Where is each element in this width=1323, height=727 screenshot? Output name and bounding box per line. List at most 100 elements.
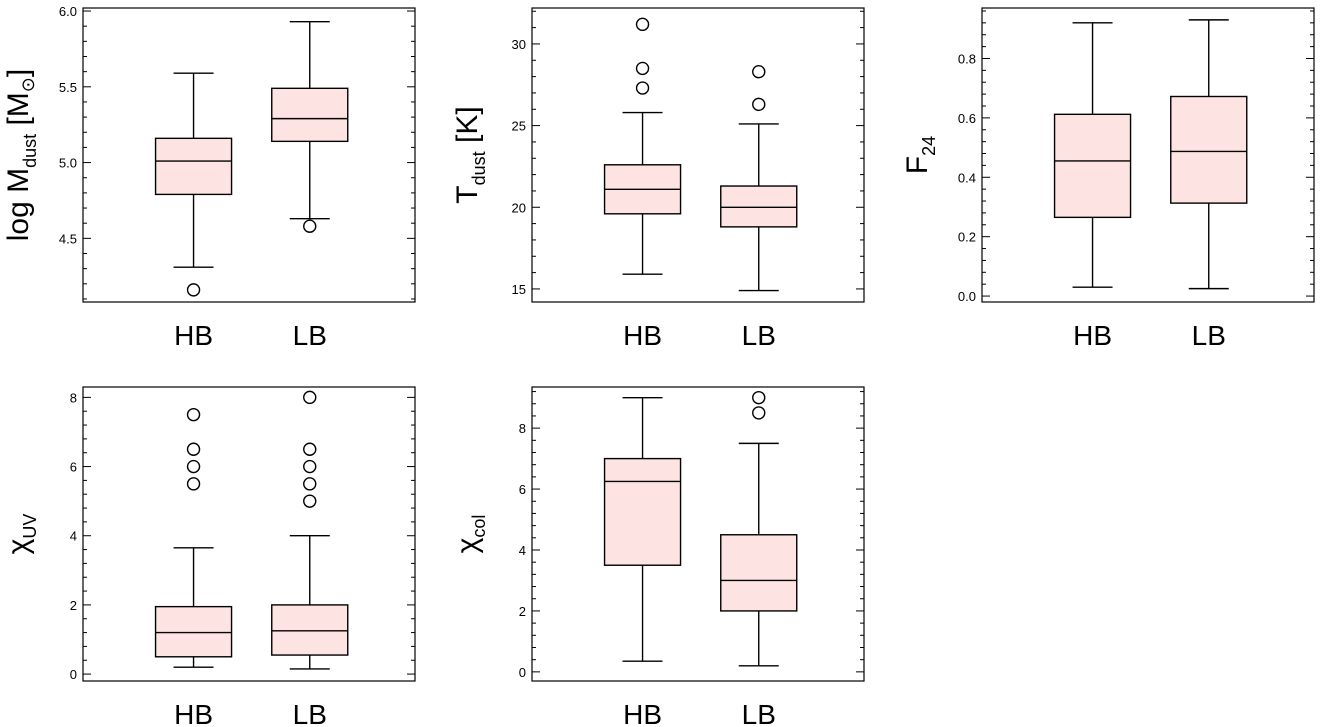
plot-frame [531, 7, 865, 303]
outlier-point [303, 442, 317, 456]
outlier-point [635, 81, 650, 95]
iqr-box [603, 457, 682, 566]
category-label: LB [742, 320, 776, 351]
category-label: HB [1073, 320, 1112, 351]
outlier-point [186, 442, 201, 456]
y-tick-label: 0.6 [958, 111, 976, 126]
outlier-point [752, 390, 766, 405]
outlier-point [635, 17, 650, 32]
y-tick-label: 4 [519, 543, 526, 558]
category-label: LB [293, 320, 327, 351]
iqr-box [720, 185, 798, 228]
panel-3: 0.0 0.2 0.4 0.6 0.8 F24 HB LB [901, 7, 1315, 351]
outlier-point [186, 283, 201, 297]
y-axis-label-subscript: 24 [919, 136, 939, 156]
y-tick-label: 0.2 [958, 230, 976, 245]
y-tick-label: 0 [519, 665, 526, 680]
y-tick-label: 8 [70, 390, 77, 405]
y-tick-label: 8 [519, 421, 526, 436]
y-tick-label: 25 [512, 119, 526, 134]
y-axis-label-unit: [K] [451, 106, 484, 151]
y-tick-label: 30 [512, 37, 526, 52]
category-label: LB [1192, 320, 1226, 351]
panel-5: 0 2 4 6 8 χcol HB LB [451, 386, 865, 727]
y-tick-label: 6 [519, 482, 526, 497]
outlier-point [303, 390, 317, 405]
y-axis-label-unit-end: ] [2, 69, 35, 77]
y-axis-label-main: log M [2, 168, 35, 241]
y-tick-label: 4 [70, 529, 77, 544]
y-tick-label: 6 [70, 460, 77, 475]
outlier-point [752, 64, 766, 79]
y-axis-label-main: χ [2, 538, 35, 554]
category-label: LB [293, 699, 327, 727]
y-tick-label: 0 [70, 667, 77, 682]
category-label: HB [623, 699, 662, 727]
y-axis-label-subscript: dust [20, 134, 40, 168]
box-HB [1053, 22, 1132, 288]
y-tick-label: 0.8 [958, 51, 976, 66]
y-axis-label-subscript: UV [20, 514, 40, 539]
y-axis-label: Tdust [K] [451, 106, 489, 203]
outlier-point [635, 61, 650, 76]
iqr-box [1170, 95, 1248, 204]
y-axis-label: F24 [901, 136, 939, 174]
box-HB [603, 396, 682, 662]
iqr-box [720, 534, 798, 612]
category-label: HB [174, 699, 213, 727]
iqr-box [271, 604, 349, 656]
category-label: HB [174, 320, 213, 351]
iqr-box [271, 87, 349, 143]
plot-frame [531, 386, 865, 682]
plot-frame [981, 7, 1315, 303]
y-axis-label-unit-symbol: ⊙ [18, 77, 38, 92]
y-axis-label-main: T [451, 185, 484, 203]
iqr-box [154, 605, 233, 658]
y-axis-label-main: χ [451, 537, 484, 553]
outlier-point [303, 219, 317, 233]
y-axis-label: log Mdust [M⊙] [2, 69, 40, 242]
box-LB [1170, 19, 1248, 290]
iqr-box [1053, 113, 1132, 219]
y-axis-label-subscript: dust [469, 151, 489, 185]
outlier-point [752, 406, 766, 420]
y-tick-label: 2 [70, 598, 77, 613]
outlier-point [303, 494, 317, 508]
y-tick-label: 20 [512, 200, 526, 215]
category-label: HB [623, 320, 662, 351]
panel-4: 0 2 4 6 8 χUV HB LB [2, 386, 416, 727]
box-LB [271, 20, 349, 233]
y-axis-label-subscript: col [469, 515, 489, 538]
y-tick-label: 5.0 [59, 156, 77, 171]
y-axis-label: χcol [451, 515, 489, 554]
y-tick-label: 0.4 [958, 170, 976, 185]
y-tick-label: 4.5 [59, 231, 77, 246]
box-LB [720, 390, 798, 667]
y-tick-label: 0.0 [958, 289, 976, 304]
panel-2: 15 20 25 30 Tdust [K] HB LB [451, 7, 865, 351]
box-LB [271, 390, 349, 670]
y-axis-label-main: F [901, 156, 934, 174]
outlier-point [752, 97, 766, 112]
outlier-point [186, 407, 201, 422]
plot-frame [82, 386, 416, 682]
y-axis-label: χUV [2, 514, 40, 555]
outlier-point [186, 477, 201, 491]
y-tick-label: 5.5 [59, 80, 77, 95]
y-tick-label: 15 [512, 282, 526, 297]
plot-frame [82, 7, 416, 303]
box-HB [154, 72, 233, 297]
box-HB [603, 17, 682, 275]
outlier-point [303, 459, 317, 474]
y-axis-label-unit: [M [2, 92, 35, 134]
category-label: LB [742, 699, 776, 727]
outlier-point [303, 477, 317, 491]
outlier-point [186, 459, 201, 474]
y-tick-label: 2 [519, 604, 526, 619]
iqr-box [154, 137, 233, 196]
box-HB [154, 407, 233, 668]
panel-1: 4.5 5.0 5.5 6.0 log Mdust [M⊙] HB LB [2, 4, 416, 351]
box-LB [720, 64, 798, 292]
y-tick-label: 6.0 [59, 4, 77, 19]
